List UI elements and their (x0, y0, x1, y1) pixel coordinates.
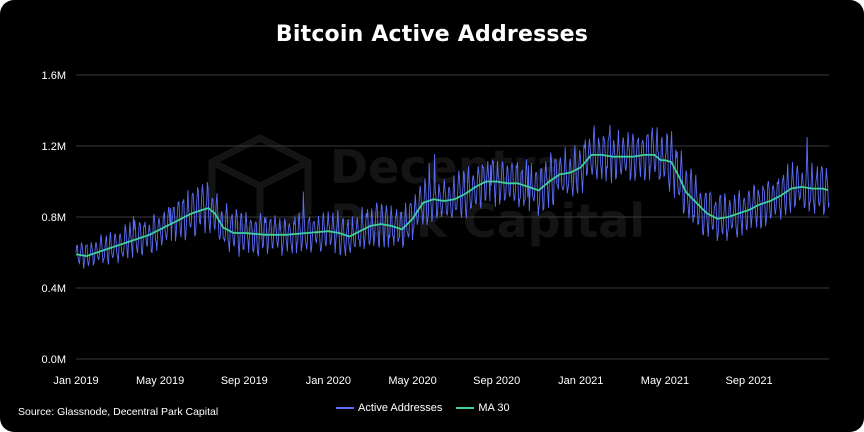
legend: Active Addresses MA 30 (336, 402, 524, 414)
y-tick-label: 1.2M (42, 141, 66, 153)
x-tick-label: Jan 2021 (558, 375, 603, 387)
legend-item-ma-30: MA 30 (456, 402, 510, 414)
y-tick-label: 1.6M (42, 70, 66, 82)
series-line-ma-30 (75, 154, 829, 258)
legend-item-active-addresses: Active Addresses (336, 402, 442, 414)
y-tick-label: 0.8M (42, 212, 66, 224)
chart-title: Bitcoin Active Addresses (275, 22, 589, 47)
y-tick-label: 0.0M (42, 354, 66, 366)
x-tick-label: Sep 2020 (473, 375, 520, 387)
source-note: Source: Glassnode, Decentral Park Capita… (18, 406, 219, 418)
y-tick-label: 0.4M (42, 283, 66, 295)
legend-swatch-active-addresses (336, 407, 354, 409)
x-tick-label: Sep 2019 (221, 375, 268, 387)
x-tick-label: Jan 2019 (53, 375, 98, 387)
x-tick-label: Jan 2020 (306, 375, 351, 387)
legend-label-active-addresses: Active Addresses (358, 402, 443, 414)
x-tick-label: Sep 2021 (726, 375, 773, 387)
series-line-active-addresses (75, 124, 830, 269)
x-tick-label: May 2020 (388, 375, 436, 387)
x-tick-label: May 2019 (136, 375, 184, 387)
legend-label-ma-30: MA 30 (478, 402, 510, 414)
legend-swatch-ma-30 (456, 407, 475, 409)
x-tick-label: May 2021 (641, 375, 689, 387)
